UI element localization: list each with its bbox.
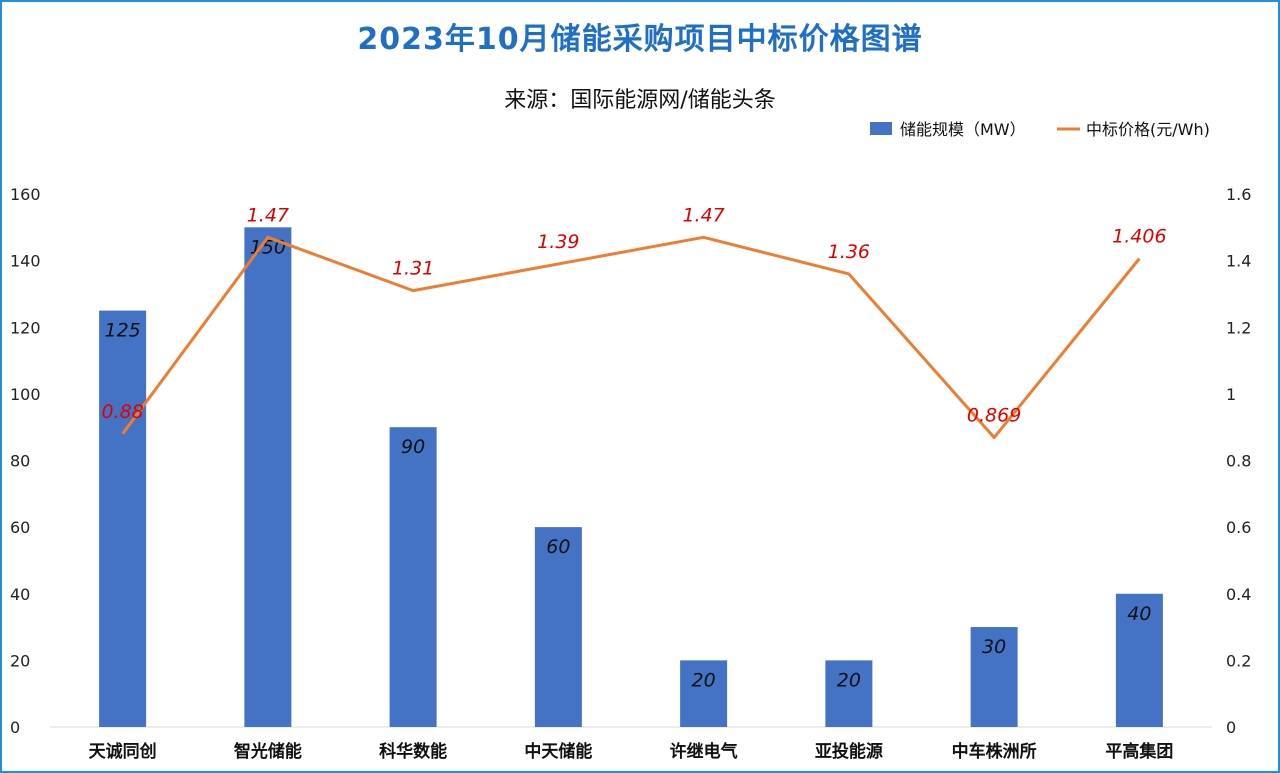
bar <box>99 310 147 727</box>
bar <box>680 660 728 727</box>
bar-value-label: 60 <box>546 536 570 558</box>
price-value-label: 1.406 <box>1112 226 1166 248</box>
bar <box>244 227 292 727</box>
y-left-tick-label: 40 <box>10 585 30 604</box>
price-value-label: 1.39 <box>537 231 579 253</box>
legend-label-price: 中标价格(元/Wh) <box>1086 120 1210 139</box>
y-right-tick-label: 0.8 <box>1226 452 1251 471</box>
chart-title: 2023年10月储能采购项目中标价格图谱 <box>357 22 923 57</box>
y-left-tick-label: 80 <box>10 452 30 471</box>
x-tick-label: 中车株洲所 <box>952 741 1037 762</box>
x-tick-label: 天诚同创 <box>89 741 157 762</box>
y-right-tick-label: 0.2 <box>1226 651 1251 670</box>
bar <box>825 660 873 727</box>
price-value-label: 1.36 <box>828 241 870 263</box>
price-line <box>121 235 1141 440</box>
price-value-label: 0.88 <box>101 401 143 423</box>
x-tick-label: 许继电气 <box>670 741 738 762</box>
y-left-tick-label: 60 <box>10 518 30 537</box>
y-left-tick-label: 120 <box>10 318 41 337</box>
y-right-tick-label: 0.4 <box>1226 585 1251 604</box>
price-value-label: 1.47 <box>247 204 289 226</box>
bar-value-label: 125 <box>104 320 140 342</box>
chart-legend: 储能规模（MW） 中标价格(元/Wh) <box>870 120 1210 139</box>
x-tick-label: 科华数能 <box>379 741 447 762</box>
price-value-label: 0.869 <box>967 405 1021 427</box>
y-left-tick-label: 140 <box>10 252 41 271</box>
y-left-tick-label: 160 <box>10 185 41 204</box>
y-right-tick-label: 1.6 <box>1226 185 1251 204</box>
price-line-series: 0.88 1.47 1.31 1.39 1.47 1.36 0.869 1.406 <box>101 204 1167 440</box>
bar-value-label: 30 <box>982 636 1006 658</box>
price-value-label: 1.47 <box>682 204 724 226</box>
legend-swatch-scale <box>870 122 892 135</box>
bar <box>970 627 1018 727</box>
y-left-tick-label: 0 <box>10 718 20 737</box>
y-axis-right: 0 0.2 0.4 0.6 0.8 1 1.2 1.4 1.6 <box>1226 185 1251 737</box>
bar <box>1115 593 1163 727</box>
legend-label-scale: 储能规模（MW） <box>900 120 1026 139</box>
y-right-tick-label: 1.2 <box>1226 318 1251 337</box>
y-right-tick-label: 0 <box>1226 718 1236 737</box>
y-right-tick-label: 1.4 <box>1226 252 1251 271</box>
y-right-tick-label: 1 <box>1226 385 1236 404</box>
bar-value-label: 90 <box>401 436 425 458</box>
x-tick-label: 智光储能 <box>234 741 302 762</box>
chart-subtitle: 来源：国际能源网/储能头条 <box>504 88 776 113</box>
y-left-tick-label: 20 <box>10 651 30 670</box>
price-value-label: 1.31 <box>392 258 434 280</box>
y-axis-left: 0 20 40 60 80 100 120 140 160 <box>10 185 41 737</box>
x-tick-label: 平高集团 <box>1105 741 1173 762</box>
y-right-tick-label: 0.6 <box>1226 518 1251 537</box>
x-axis: 天诚同创 智光储能 科华数能 中天储能 许继电气 亚投能源 中车株洲所 平高集团 <box>50 726 1212 762</box>
bar-value-label: 20 <box>692 669 716 691</box>
bar <box>534 527 582 727</box>
x-tick-label: 中天储能 <box>524 741 592 762</box>
bar-value-label: 40 <box>1127 603 1151 625</box>
x-tick-label: 亚投能源 <box>815 741 883 762</box>
bar <box>389 427 437 727</box>
y-left-tick-label: 100 <box>10 385 41 404</box>
bar-value-label: 20 <box>837 669 861 691</box>
